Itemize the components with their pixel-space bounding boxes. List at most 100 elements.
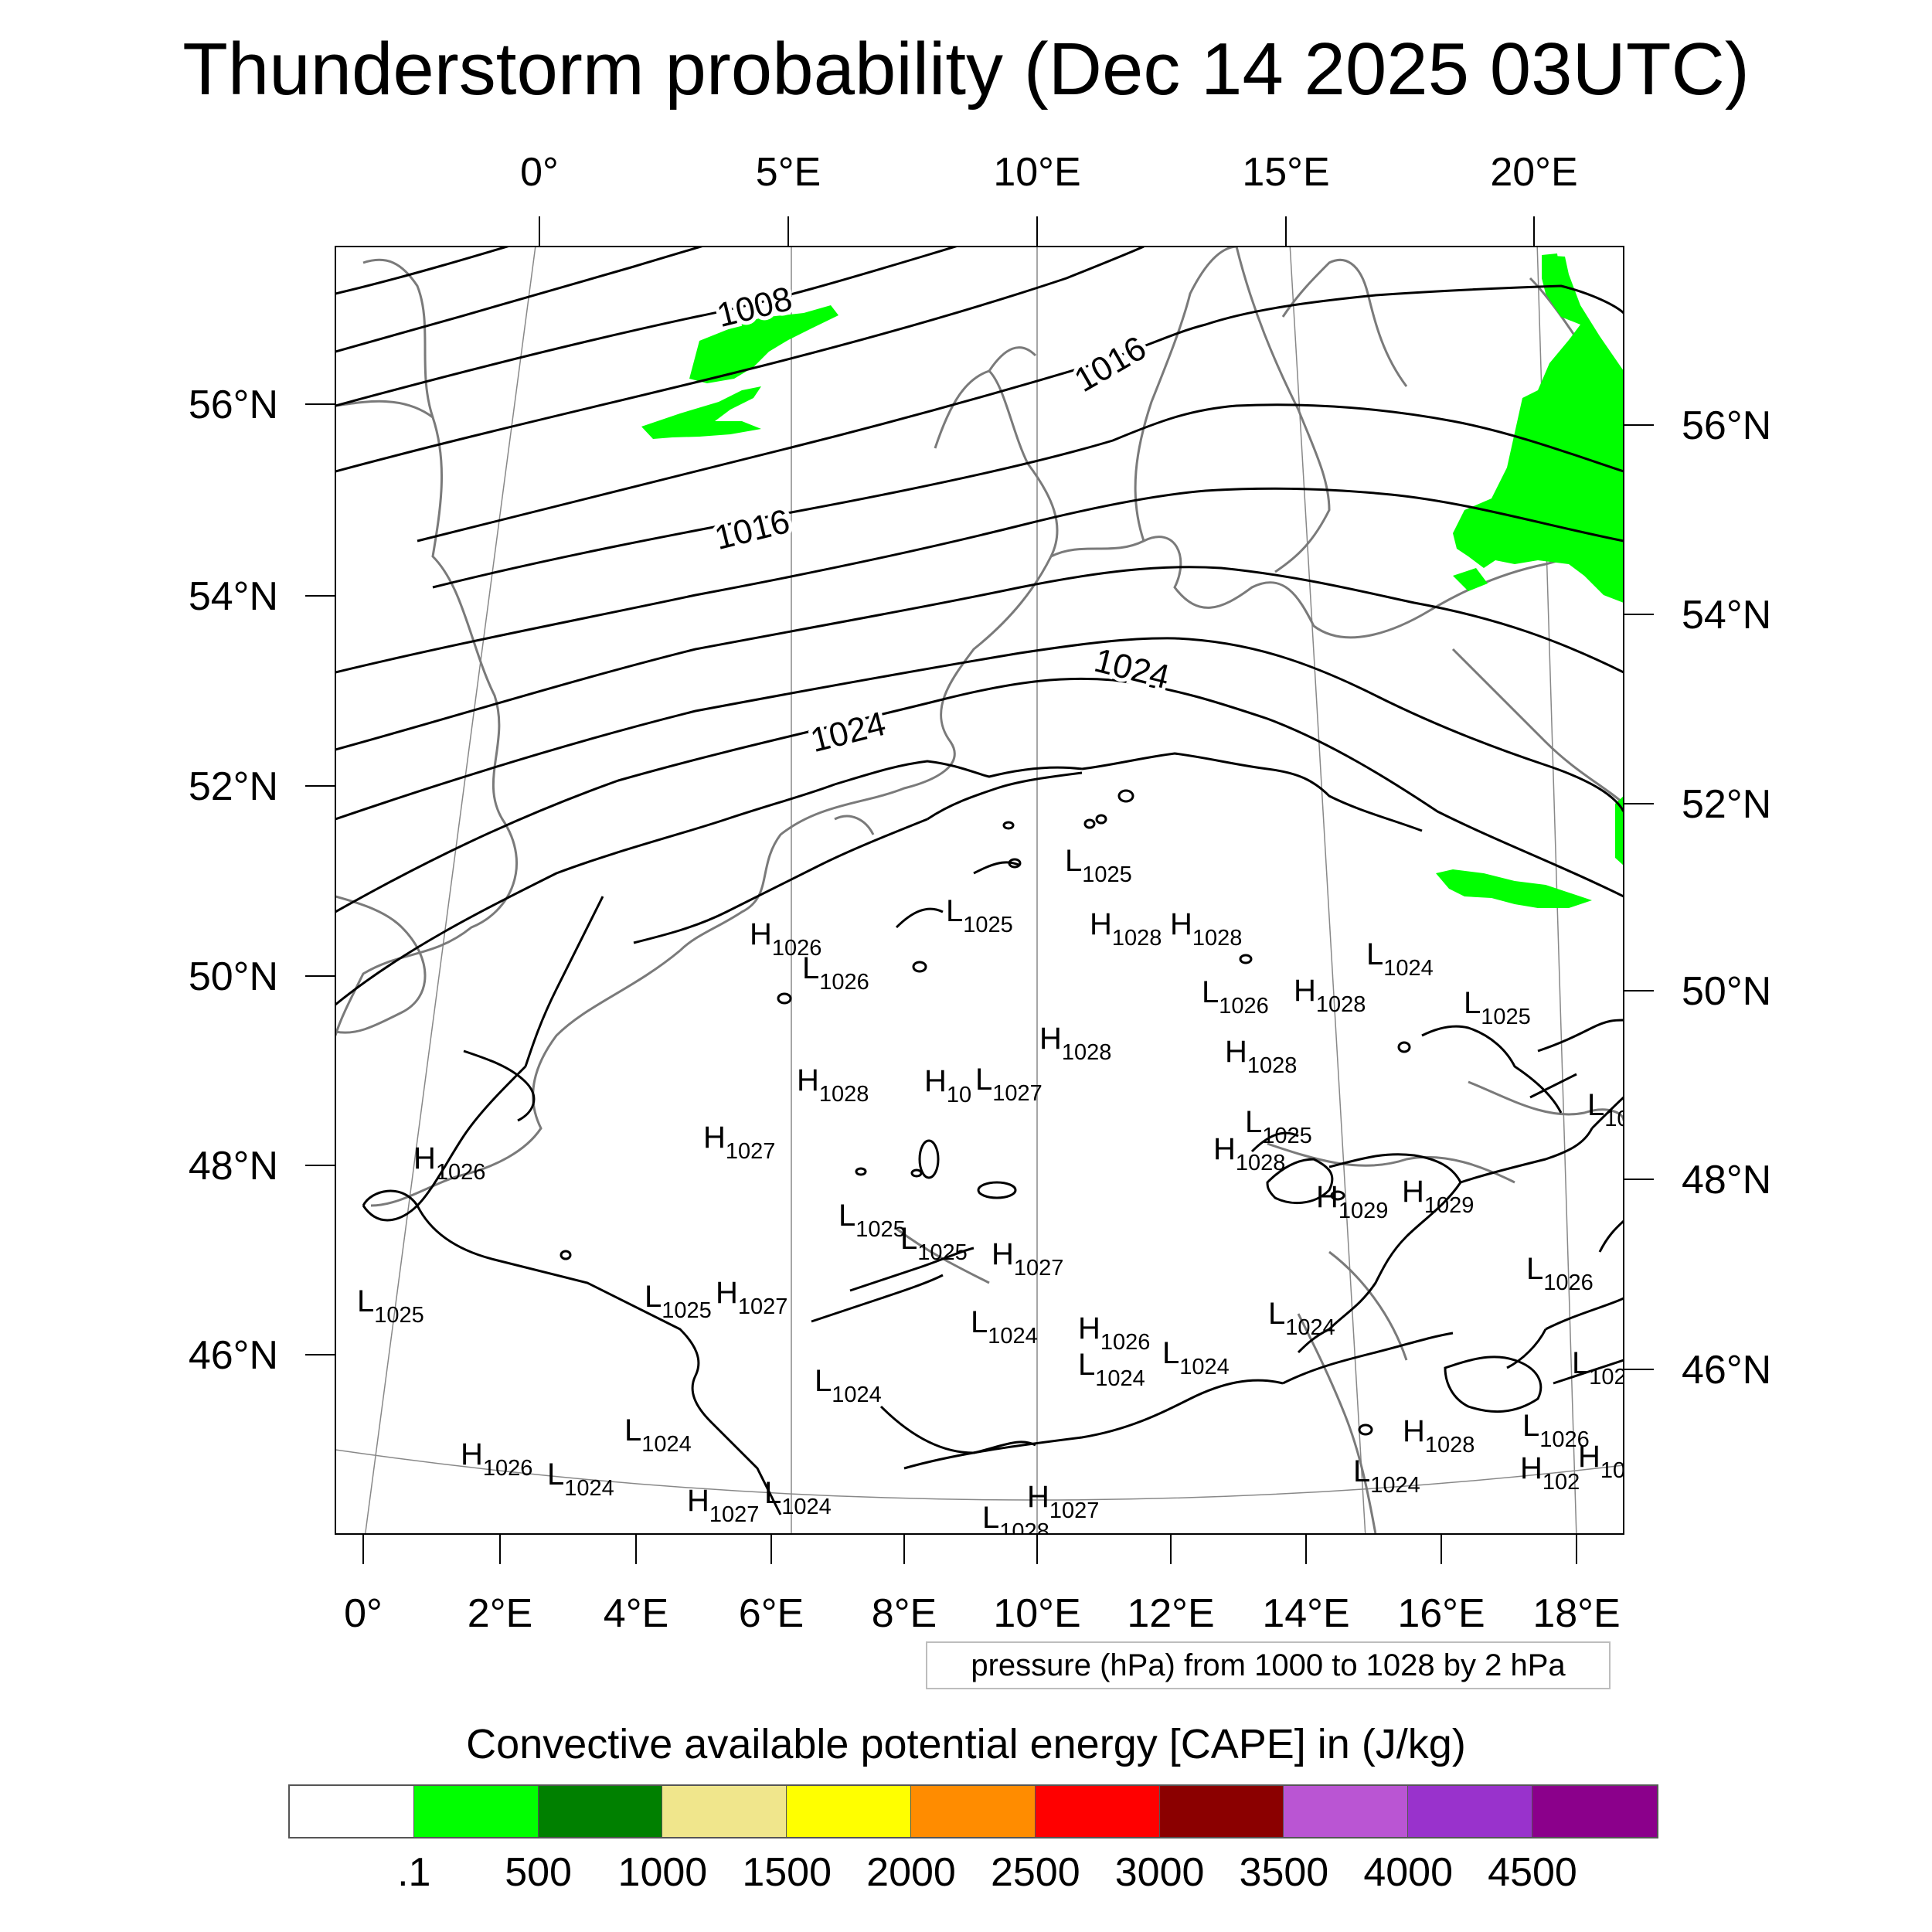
high-pressure-center: H10 <box>1578 1440 1625 1483</box>
low-pressure-center: L102 <box>1572 1346 1627 1389</box>
low-pressure-center: L1025 <box>946 894 1013 937</box>
left-axis-label: 46°N <box>189 1333 278 1378</box>
colorbar-swatch <box>1284 1786 1409 1837</box>
low-pressure-center: L1024 <box>547 1458 614 1501</box>
left-axis-labels: 56°N 54°N 52°N 50°N 48°N 46°N <box>189 383 278 1378</box>
high-pressure-center: H1026 <box>750 917 821 961</box>
bottom-axis-label: 12°E <box>1127 1591 1214 1636</box>
low-pressure-center: L1025 <box>1245 1105 1312 1148</box>
left-axis-label: 56°N <box>189 383 278 427</box>
high-pressure-center: H1028 <box>1225 1035 1297 1078</box>
bottom-axis-label: 6°E <box>739 1591 804 1636</box>
right-axis-label: 50°N <box>1682 969 1771 1014</box>
bottom-axis-label: 4°E <box>604 1591 668 1636</box>
bottom-axis-label: 14°E <box>1262 1591 1349 1636</box>
low-pressure-center: L1024 <box>624 1413 692 1457</box>
high-pressure-center: H10 <box>924 1064 971 1107</box>
high-pressure-center: H1027 <box>703 1121 775 1164</box>
right-axis-label: 56°N <box>1682 403 1771 448</box>
low-pressure-center: L1024 <box>1268 1297 1335 1340</box>
chart-title: Thunderstorm probability (Dec 14 2025 03… <box>182 28 1750 111</box>
colorbar-swatch <box>1159 1786 1284 1837</box>
high-pressure-center: H1027 <box>1027 1480 1099 1523</box>
low-pressure-center: L1024 <box>1366 937 1434 981</box>
top-axis-label: 10°E <box>993 150 1080 195</box>
low-pressure-center: L1024 <box>815 1364 882 1407</box>
isobar-label: 1024 <box>807 705 889 760</box>
left-axis-label: 52°N <box>189 764 278 809</box>
colorbar-label: 3500 <box>1239 1850 1329 1895</box>
left-axis-label: 50°N <box>189 954 278 999</box>
colorbar-swatch <box>662 1786 787 1837</box>
colorbar <box>288 1784 1658 1838</box>
low-pressure-center: L1024 <box>764 1476 832 1519</box>
colorbar-swatch <box>1408 1786 1532 1837</box>
left-axis-label: 54°N <box>189 574 278 619</box>
colorbar-label: 1000 <box>617 1850 708 1895</box>
small-closed-contours <box>560 789 1411 1436</box>
colorbar-label: 2500 <box>990 1850 1080 1895</box>
high-pressure-center: H1029 <box>1316 1180 1388 1223</box>
low-pressure-center: L1024 <box>1353 1454 1420 1498</box>
colorbar-label: 2000 <box>866 1850 956 1895</box>
high-pressure-center: H1028 <box>1403 1414 1475 1458</box>
plot-frame <box>335 246 1624 1535</box>
low-pressure-center: L1025 <box>1065 844 1132 887</box>
high-pressure-center: H1026 <box>413 1141 485 1185</box>
colorbar-swatch <box>1532 1786 1657 1837</box>
high-pressure-center: H1029 <box>1402 1175 1474 1218</box>
right-axis-labels: 56°N 54°N 52°N 50°N 48°N 46°N <box>1682 403 1771 1393</box>
low-pressure-center: L1026 <box>1522 1409 1590 1452</box>
low-pressure-center: L1025 <box>357 1284 424 1328</box>
colorbar-label: .1 <box>397 1850 431 1895</box>
low-pressure-center: L1028 <box>982 1501 1049 1544</box>
right-axis-label: 54°N <box>1682 593 1771 638</box>
colorbar-label: 3000 <box>1114 1850 1205 1895</box>
low-pressure-center: L1026 <box>802 951 869 995</box>
bottom-axis-label: 18°E <box>1532 1591 1620 1636</box>
low-pressure-center: L1026 <box>1202 975 1269 1019</box>
high-pressure-center: H1028 <box>1213 1132 1285 1175</box>
isobar-label: 1024 <box>1090 641 1173 696</box>
right-axis-label: 52°N <box>1682 782 1771 827</box>
low-pressure-center: L1024 <box>971 1305 1038 1349</box>
colorbar-title: Convective available potential energy [C… <box>466 1721 1466 1767</box>
colorbar-swatch <box>538 1786 663 1837</box>
high-pressure-center: H1027 <box>687 1484 759 1527</box>
colorbar-label: 4000 <box>1363 1850 1454 1895</box>
low-pressure-center: L1025 <box>838 1199 906 1242</box>
low-pressure-center: L1024 <box>1078 1348 1145 1391</box>
colorbar-swatch <box>413 1786 539 1837</box>
high-pressure-center: H1026 <box>461 1437 532 1481</box>
colorbar-swatch <box>1035 1786 1160 1837</box>
isobar-label-group: 1008 1016 1016 1024 1024 <box>707 276 1177 764</box>
colorbar-swatch <box>910 1786 1036 1837</box>
high-pressure-center: H1028 <box>1090 907 1162 951</box>
low-pressure-center: L1024 <box>1162 1336 1230 1379</box>
high-pressure-center: H1028 <box>797 1063 869 1107</box>
isobars <box>335 247 1624 1515</box>
bottom-axis-label: 8°E <box>872 1591 937 1636</box>
colorbar-label: 1500 <box>742 1850 832 1895</box>
bottom-axis-label: 0° <box>344 1591 383 1636</box>
isobar-label: 1016 <box>1068 329 1152 400</box>
cape-shading <box>641 253 1624 908</box>
coastlines <box>335 247 1624 1534</box>
right-axis-label: 46°N <box>1682 1348 1771 1393</box>
colorbar-label: 4500 <box>1488 1850 1577 1895</box>
high-pressure-center: H1026 <box>1078 1311 1150 1355</box>
contour-info-box: pressure (hPa) from 1000 to 1028 by 2 hP… <box>926 1641 1611 1689</box>
bottom-axis-label: 16°E <box>1397 1591 1485 1636</box>
top-axis-label: 0° <box>520 150 559 195</box>
low-pressure-center: L1027 <box>975 1063 1043 1106</box>
low-pressure-center: L10 <box>1587 1088 1630 1131</box>
high-pressure-center: H1028 <box>1170 907 1242 951</box>
bottom-axis-label: 10°E <box>993 1591 1080 1636</box>
axis-ticks <box>305 216 1654 1564</box>
low-pressure-center: L1026 <box>1526 1252 1594 1295</box>
right-axis-label: 48°N <box>1682 1158 1771 1202</box>
low-pressure-center: L1025 <box>645 1280 712 1323</box>
high-pressure-center: H1027 <box>992 1237 1063 1281</box>
colorbar-swatch <box>787 1786 911 1837</box>
